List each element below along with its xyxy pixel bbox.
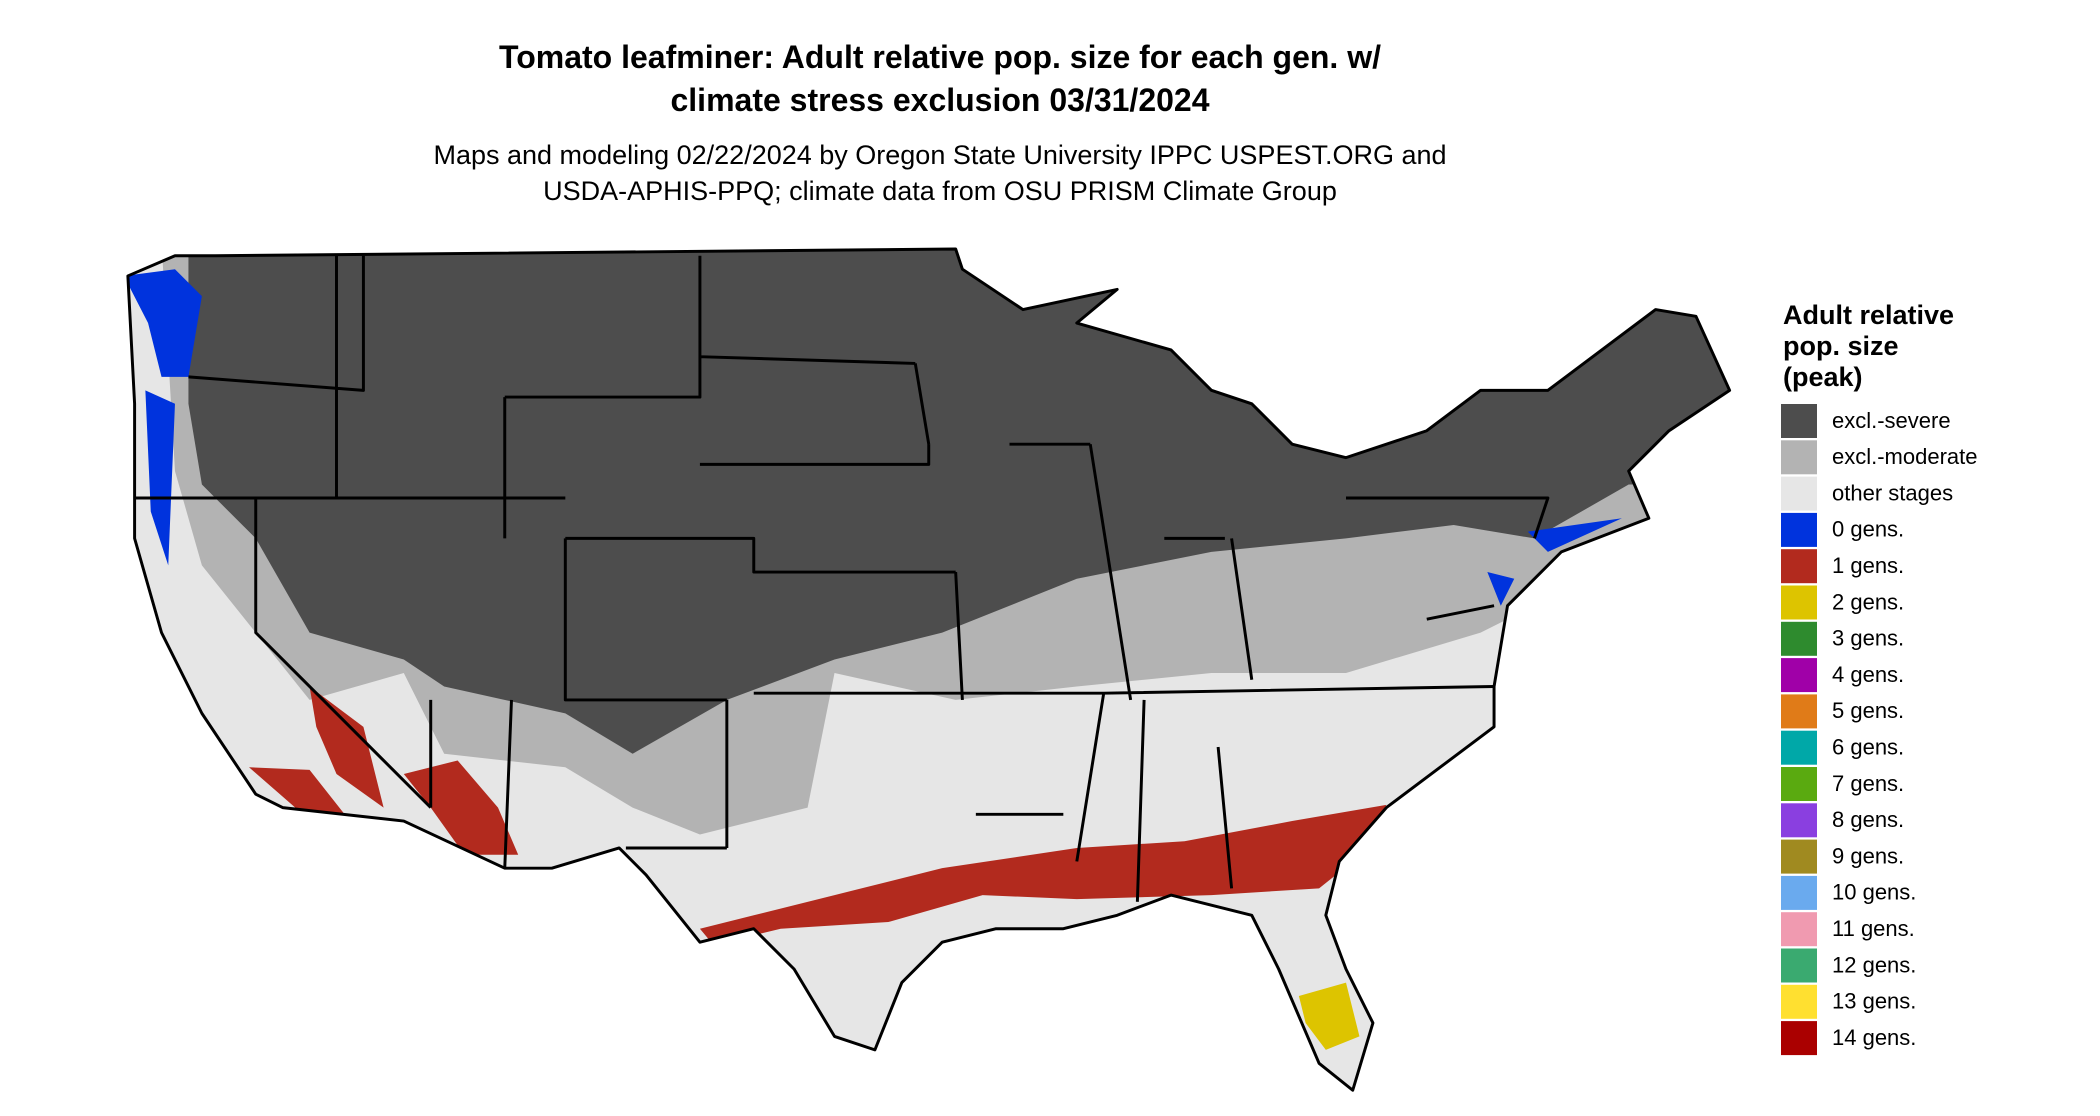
- legend-swatch: [1781, 440, 1817, 475]
- legend-swatch: [1781, 839, 1817, 874]
- map-title: Tomato leafminer: Adult relative pop. si…: [499, 39, 1381, 75]
- legend-swatch: [1781, 512, 1817, 547]
- legend-swatch: [1781, 476, 1817, 511]
- legend-title: (peak): [1783, 362, 1863, 392]
- legend-label: 9 gens.: [1832, 843, 1904, 868]
- legend: Adult relative pop. size (peak) excl.-se…: [1781, 300, 1978, 1056]
- legend-label: excl.-severe: [1832, 408, 1951, 433]
- map-subtitle: Maps and modeling 02/22/2024 by Oregon S…: [433, 140, 1446, 170]
- legend-label: 0 gens.: [1832, 517, 1904, 542]
- legend-label: 5 gens.: [1832, 698, 1904, 723]
- us-map: [126, 247, 1732, 1092]
- legend-swatch: [1781, 912, 1817, 947]
- legend-swatch: [1781, 803, 1817, 838]
- legend-swatch: [1781, 948, 1817, 983]
- map-subtitle: USDA-APHIS-PPQ; climate data from OSU PR…: [543, 176, 1337, 206]
- legend-swatch: [1781, 585, 1817, 620]
- region-1-gen: [699, 804, 1387, 945]
- legend-label: 12 gens.: [1832, 952, 1916, 977]
- region-2-gen: [854, 982, 1360, 1064]
- legend-title: pop. size: [1783, 331, 1899, 361]
- legend-title: Adult relative: [1783, 300, 1954, 330]
- legend-label: 11 gens.: [1832, 916, 1915, 941]
- legend-swatch: [1781, 767, 1817, 801]
- legend-label: 13 gens.: [1832, 989, 1916, 1014]
- legend-label: other stages: [1832, 480, 1953, 505]
- legend-swatch: [1781, 984, 1817, 1019]
- legend-label: excl.-moderate: [1832, 444, 1978, 469]
- legend-swatch: [1781, 549, 1817, 584]
- legend-swatch: [1781, 730, 1817, 765]
- legend-label: 8 gens.: [1832, 807, 1904, 832]
- legend-swatch: [1781, 1021, 1817, 1056]
- map-title: climate stress exclusion 03/31/2024: [670, 82, 1209, 118]
- legend-label: 14 gens.: [1832, 1025, 1916, 1050]
- legend-label: 4 gens.: [1832, 662, 1904, 687]
- legend-swatch: [1781, 404, 1817, 438]
- legend-swatch: [1781, 875, 1817, 910]
- legend-swatch: [1781, 621, 1817, 656]
- legend-label: 7 gens.: [1832, 771, 1904, 796]
- legend-label: 2 gens.: [1832, 589, 1904, 614]
- legend-label: 1 gens.: [1832, 553, 1904, 578]
- legend-label: 10 gens.: [1832, 880, 1916, 905]
- legend-swatch: [1781, 694, 1817, 729]
- legend-swatch: [1781, 658, 1817, 693]
- legend-label: 3 gens.: [1832, 626, 1904, 651]
- legend-label: 6 gens.: [1832, 735, 1904, 760]
